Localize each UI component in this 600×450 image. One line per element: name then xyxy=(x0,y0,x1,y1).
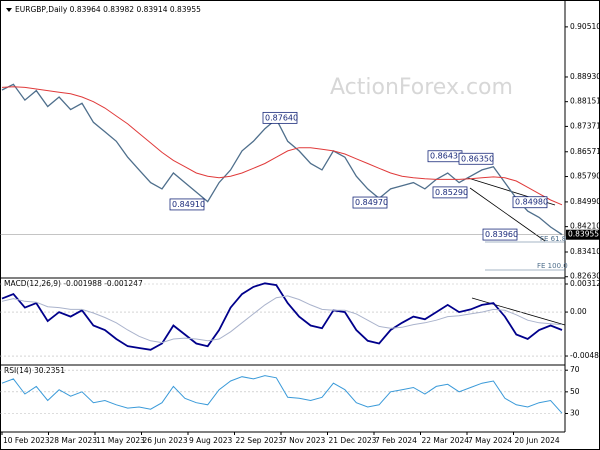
fe-label: FE 61.8 xyxy=(540,235,566,243)
y-tick-label: 0.86571 xyxy=(570,147,600,156)
chart-title: EURGBP,Daily 0.83964 0.83982 0.83914 0.8… xyxy=(15,5,201,14)
trend-line xyxy=(469,187,546,242)
y-tick-label: 30 xyxy=(570,408,580,417)
x-tick-label: 7 May 2024 xyxy=(468,436,512,445)
x-tick-label: 7 Nov 2023 xyxy=(282,436,325,445)
macd-title: MACD(12,26,9) -0.001988 -0.001247 xyxy=(4,279,143,288)
y-tick-label: 0.88930 xyxy=(570,72,600,81)
x-tick-label: 20 Jun 2024 xyxy=(515,436,560,445)
y-tick-label: 0.87371 xyxy=(570,121,600,130)
y-tick-label: 70 xyxy=(570,365,580,374)
series-line xyxy=(1,375,563,414)
x-tick-label: 21 Dec 2023 xyxy=(329,436,377,445)
annotation-label: 0.84970 xyxy=(355,198,388,207)
annotation-box xyxy=(352,196,388,209)
annotation-box xyxy=(512,196,548,209)
x-tick-label: 7 Feb 2024 xyxy=(375,436,417,445)
title-icon xyxy=(6,8,12,12)
last-price-box xyxy=(566,229,599,240)
y-tick-label: 0.84990 xyxy=(570,197,600,206)
trend-line xyxy=(471,297,566,326)
y-tick-label: 0.84210 xyxy=(570,222,600,231)
annotation-box xyxy=(482,228,518,241)
x-tick-label: 28 Mar 2023 xyxy=(50,436,98,445)
annotation-box xyxy=(169,198,205,211)
y-tick-label: 0.00 xyxy=(570,307,587,316)
annotation-box xyxy=(262,111,298,124)
fe-label: FE 100.0 xyxy=(537,262,568,270)
x-tick-label: 22 Mar 2024 xyxy=(422,436,470,445)
y-tick-label: 0.88151 xyxy=(570,97,600,106)
annotation-label: 0.84980 xyxy=(515,198,548,207)
series-line xyxy=(1,83,563,236)
annotation-label: 0.87640 xyxy=(265,113,298,122)
y-tick-label: 0.90510 xyxy=(570,22,600,31)
y-tick-label: 50 xyxy=(570,387,580,396)
watermark: ActionForex.com xyxy=(330,75,513,100)
y-tick-label: -0.004891 xyxy=(570,351,600,360)
rsi-title: RSI(14) 30.2351 xyxy=(4,366,65,375)
annotation-label: 0.86350 xyxy=(461,154,494,163)
series-line xyxy=(1,282,563,351)
y-tick-label: 0.83410 xyxy=(570,247,600,256)
x-tick-label: 22 Sep 2023 xyxy=(236,436,284,445)
y-tick-label: 0.003123 xyxy=(570,279,600,288)
annotation-box xyxy=(432,186,468,199)
x-tick-label: 11 May 2023 xyxy=(96,436,145,445)
series-line xyxy=(1,86,563,206)
series-line xyxy=(1,295,563,344)
annotation-label: 0.83960 xyxy=(485,230,518,239)
y-tick-label: 0.82630 xyxy=(570,272,600,281)
x-tick-label: 26 Jun 2023 xyxy=(143,436,188,445)
annotation-label: 0.84910 xyxy=(172,200,205,209)
y-tick-label: 0.85790 xyxy=(570,172,600,181)
annotation-label: 0.85290 xyxy=(435,188,468,197)
annotation-label: 0.86430 xyxy=(430,152,463,161)
x-tick-label: 9 Aug 2023 xyxy=(189,436,232,445)
annotation-box xyxy=(458,152,494,165)
last-price-label: 0.83955 xyxy=(568,230,599,239)
x-tick-label: 10 Feb 2023 xyxy=(3,436,50,445)
